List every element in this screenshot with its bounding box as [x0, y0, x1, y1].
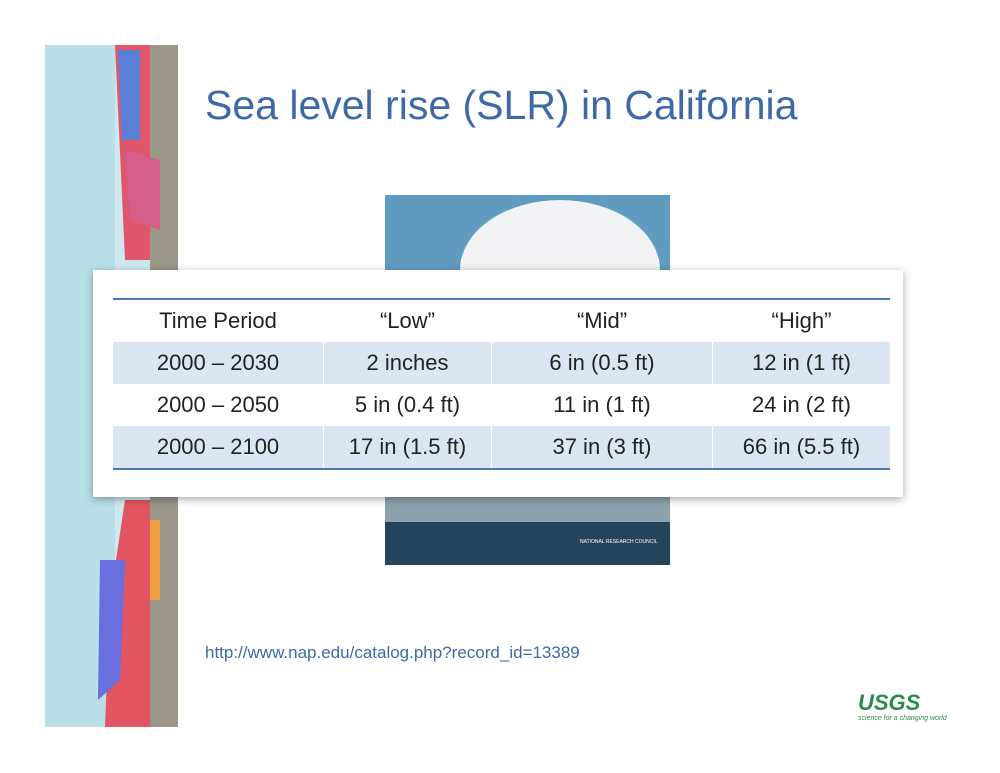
table-cell: 2000 – 2050	[156, 392, 280, 417]
table-cell: 37 in (3 ft)	[491, 426, 713, 470]
flood-zone	[150, 520, 160, 600]
table-cell: 12 in (1 ft)	[712, 342, 890, 384]
table-cell: 2000 – 2030	[113, 342, 324, 384]
flood-zone	[98, 560, 125, 700]
table-card: Time Period “Low” “Mid” “High” 2000 – 2030 2 …	[93, 270, 903, 497]
table-cell: 6 in (0.5 ft)	[491, 342, 713, 384]
table-cell: 66 in (5.5 ft)	[712, 426, 890, 470]
table: Time Period “Low” “Mid” “High” 2000 – 2030 2 …	[113, 298, 890, 470]
table-cell: Time Period	[113, 298, 324, 342]
logo-tagline: science for a changing world	[858, 715, 948, 722]
surf	[385, 497, 670, 522]
table-cell: 2000 – 2100	[113, 426, 324, 470]
table-cell: 24 in (2 ft)	[712, 384, 890, 426]
table-cell: 5 in (0.4 ft)	[323, 384, 492, 426]
logo-name: USGS	[858, 690, 921, 715]
table-cell: “Low”	[323, 298, 492, 342]
table-cell: 2 inches	[323, 342, 492, 384]
flood-zone	[118, 50, 140, 140]
table-row: 2000 – 2100 17 in (1.5 ft) 37 in (3 ft) 66 …	[113, 426, 890, 470]
title: Sea level rise (SLR) in California	[205, 82, 798, 128]
table-cell: “Mid”	[491, 298, 713, 342]
cover-publisher: NATIONAL RESEARCH COUNCIL	[580, 539, 658, 545]
table-row: Time Period “Low” “Mid” “High”	[113, 298, 890, 342]
table-row: 2000 – 2050 5 in (0.4 ft) 11 in (1 ft) 24 i…	[113, 384, 890, 426]
table-cell: 11 in (1 ft)	[491, 384, 713, 426]
table-cell: 17 in (1.5 ft)	[323, 426, 492, 470]
table-row: 2000 – 2030 2 inches 6 in (0.5 ft) 12 in (1…	[113, 342, 890, 384]
table-cell: “High”	[712, 298, 890, 342]
link[interactable]: http://www.nap.edu/catalog.php?record_id…	[205, 643, 580, 662]
flood-zone	[125, 150, 160, 230]
